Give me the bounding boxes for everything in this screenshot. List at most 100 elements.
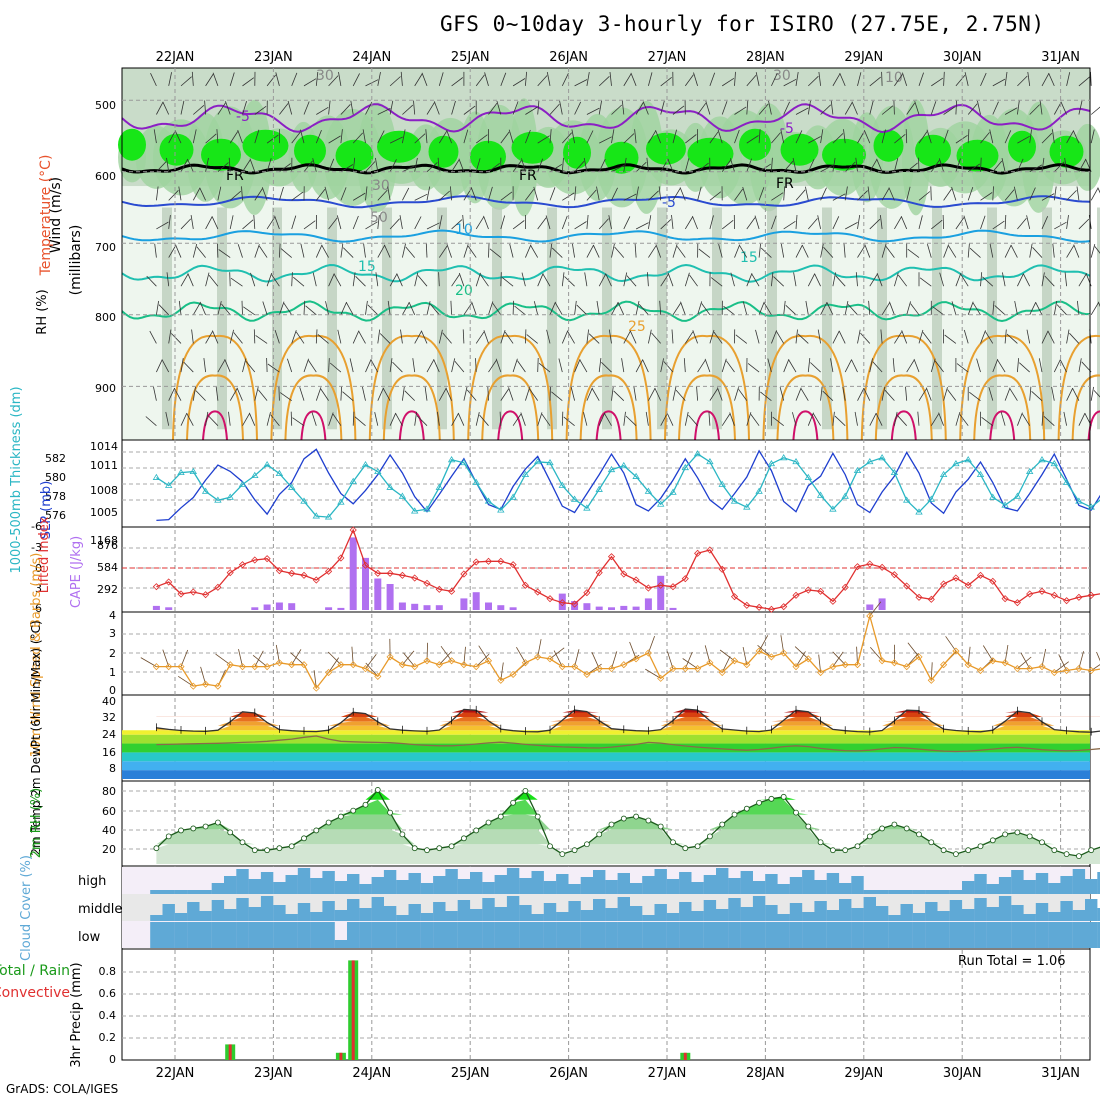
wind-barb xyxy=(512,78,526,87)
wind-barb xyxy=(832,272,836,287)
wind-barb xyxy=(1009,388,1018,401)
isotherm-30 xyxy=(694,410,720,441)
lifted-index-line-point xyxy=(694,549,702,557)
wind10-line-point xyxy=(189,682,197,690)
wind-barb xyxy=(857,388,865,401)
rh-high-blob xyxy=(780,133,819,166)
wind-barb xyxy=(533,301,539,315)
wind-barb xyxy=(229,329,234,344)
cloud-low-bar xyxy=(875,922,889,948)
cape-tick: 584 xyxy=(97,561,118,574)
wind-barb xyxy=(635,161,647,173)
wind-barb xyxy=(611,302,619,315)
thickness-line-point xyxy=(275,469,284,477)
wind-barb xyxy=(199,301,206,315)
lifted-index-line-point xyxy=(927,595,935,603)
rh2m-line-point xyxy=(1014,829,1021,836)
wind10-barb xyxy=(140,657,157,667)
wind-barb xyxy=(517,360,526,373)
thickness-line-point xyxy=(447,456,456,463)
wind-barb xyxy=(462,329,465,344)
cape-bar xyxy=(608,607,615,610)
wind-barb xyxy=(658,186,662,201)
wind-barb xyxy=(739,245,748,258)
wind-barb xyxy=(926,129,932,144)
wind-barb xyxy=(414,331,422,344)
cloud-mid-bar xyxy=(322,901,335,921)
wind-barb xyxy=(905,129,908,144)
cloud-mid-bar xyxy=(802,912,815,921)
wind-barb xyxy=(663,361,674,373)
wind10-barb xyxy=(215,653,231,666)
wind-barb xyxy=(617,301,625,315)
wind-barb xyxy=(475,331,485,344)
wind-barb xyxy=(614,246,625,258)
wind-barb xyxy=(857,245,866,258)
wind-barb xyxy=(162,101,170,115)
wind-barb xyxy=(168,387,175,401)
rh-high-blob xyxy=(201,138,241,171)
wind-barb xyxy=(943,387,948,401)
thickness-line-point xyxy=(681,463,690,471)
cloud-high-bar xyxy=(150,890,163,894)
cloud-low-bar xyxy=(162,922,175,948)
thickness-tick: 580 xyxy=(45,471,66,484)
wind-barb xyxy=(350,100,354,115)
date-label-top: 30JAN xyxy=(943,50,982,65)
rh2m-line-point xyxy=(854,843,861,850)
wind-barb xyxy=(629,330,637,344)
lifted-index-line-point xyxy=(989,577,997,585)
wind-barb xyxy=(549,163,563,173)
wind-barb xyxy=(480,274,489,287)
rh2m-line-point xyxy=(448,843,455,850)
wind-barb xyxy=(930,186,932,201)
thickness-line-point xyxy=(337,498,345,505)
wind-barb xyxy=(623,411,626,426)
cloud-high-bar xyxy=(691,882,704,894)
wind-barb xyxy=(713,331,723,344)
wind-barb xyxy=(647,272,649,287)
rh-column xyxy=(822,207,832,430)
wind-barb xyxy=(869,358,873,373)
rh2m-line-point xyxy=(965,847,972,854)
wind-barb xyxy=(1066,245,1075,258)
wind-barb xyxy=(217,102,226,115)
wind-barb xyxy=(229,131,239,144)
wind-barb xyxy=(772,416,784,427)
wind-barb xyxy=(1029,164,1043,173)
wind-barb xyxy=(763,302,772,316)
wind-barb xyxy=(500,191,513,201)
wind-barb xyxy=(454,361,465,373)
wind-barb xyxy=(303,160,313,172)
isotherm-30 xyxy=(398,410,425,441)
thickness-line-point xyxy=(669,488,677,495)
wind-barb xyxy=(818,71,821,86)
lifted-index-line-point xyxy=(1075,593,1083,601)
cloud-high-bar xyxy=(839,883,852,894)
wind-barb xyxy=(943,129,949,144)
lifted-index-line-point xyxy=(755,603,763,611)
wind-barb xyxy=(254,105,267,115)
rh2m-line-point xyxy=(436,845,443,852)
wind10-barb xyxy=(591,652,600,669)
wind10-line-point xyxy=(435,661,443,669)
wind-barb xyxy=(574,101,582,115)
wind10-line-point xyxy=(472,663,480,671)
wind-barb xyxy=(980,272,983,287)
wind-barb xyxy=(450,186,452,201)
wind-barb xyxy=(943,188,952,201)
wind-barb xyxy=(655,244,662,258)
cloud-low-bar xyxy=(568,922,581,948)
wind10-barb xyxy=(1020,652,1031,669)
wind-barb xyxy=(500,272,502,287)
wind10-line-point xyxy=(632,655,640,663)
wind-barb xyxy=(623,157,627,172)
wind10-barb xyxy=(1058,654,1067,671)
wind-barb xyxy=(666,412,674,426)
thickness-line-point xyxy=(226,493,234,500)
temp-band xyxy=(122,730,1090,735)
rh-column xyxy=(987,207,997,430)
rh2m-line-point xyxy=(903,825,910,832)
wind10-line-point xyxy=(681,665,689,673)
rh-high-blob xyxy=(428,135,459,168)
